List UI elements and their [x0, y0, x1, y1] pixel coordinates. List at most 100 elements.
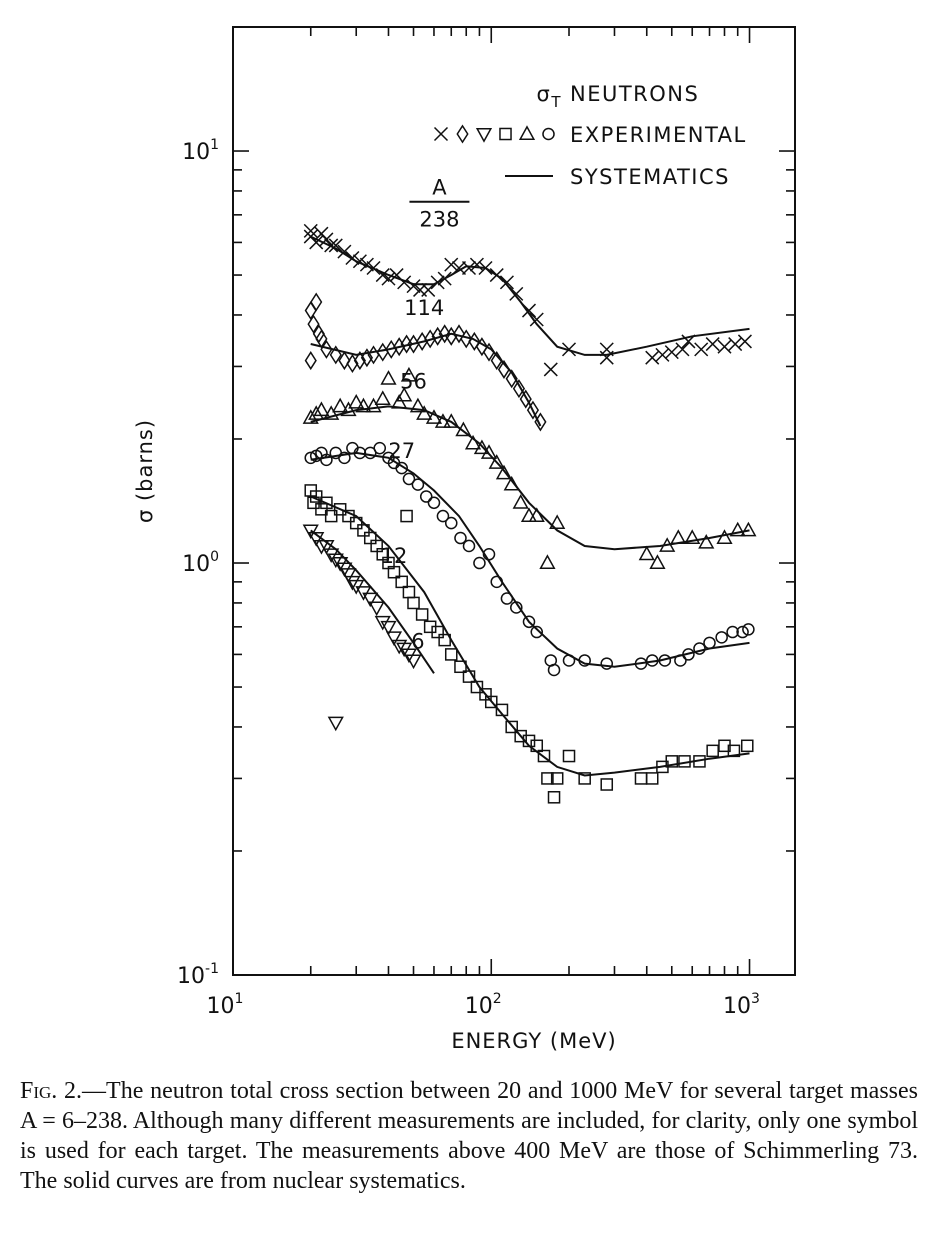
point-56	[302, 409, 319, 424]
point-6	[405, 654, 422, 670]
point-27	[427, 496, 441, 510]
x-tick-label: 102	[465, 991, 502, 1019]
point-27	[419, 490, 433, 503]
point-12	[387, 565, 401, 579]
point-114	[512, 379, 526, 399]
point-114	[393, 337, 406, 357]
point-27	[674, 654, 687, 667]
point-238	[303, 223, 318, 238]
legend-title-symbol: σT	[537, 82, 562, 111]
point-238	[543, 362, 558, 377]
point-238	[430, 275, 445, 290]
point-6	[362, 592, 379, 608]
point-238	[324, 238, 339, 253]
point-56	[425, 409, 443, 424]
point-27	[736, 625, 749, 639]
point-27	[500, 592, 514, 605]
point-238	[681, 334, 696, 349]
point-12	[363, 531, 377, 545]
x-tick-label: 103	[723, 991, 760, 1019]
point-56	[684, 529, 701, 544]
point-6	[318, 540, 335, 555]
point-12	[470, 680, 484, 694]
caption-text: —The neutron total cross section between…	[20, 1078, 919, 1194]
series-label-27: 27	[388, 439, 415, 463]
legend-experimental: EXPERIMENTAL	[570, 123, 747, 147]
point-238	[521, 303, 537, 318]
point-114	[482, 342, 496, 362]
point-56	[313, 401, 330, 417]
point-238	[328, 238, 343, 253]
point-12	[541, 772, 554, 785]
point-6	[340, 568, 357, 583]
point-56	[455, 421, 472, 437]
point-27	[562, 654, 576, 667]
point-12	[600, 778, 614, 791]
point-56	[308, 405, 325, 420]
series-label-56: 56	[400, 370, 427, 394]
point-238	[561, 342, 577, 357]
point-12	[395, 575, 408, 589]
point-238	[319, 232, 334, 247]
point-27	[482, 548, 496, 561]
point-114	[346, 353, 359, 374]
point-12	[431, 625, 444, 639]
point-27	[645, 654, 659, 667]
point-56	[488, 454, 505, 469]
point-27	[473, 556, 486, 570]
point-114	[424, 329, 437, 349]
point-238	[397, 275, 412, 290]
legend-marker-diamond	[456, 124, 469, 144]
point-6	[374, 615, 391, 631]
point-238	[406, 279, 421, 294]
point-114	[431, 326, 444, 346]
point-238	[675, 342, 690, 357]
point-238	[437, 271, 452, 286]
point-27	[742, 623, 755, 636]
point-114	[320, 339, 333, 359]
point-12	[349, 516, 363, 530]
point-56	[340, 401, 357, 417]
point-12	[324, 509, 338, 523]
point-12	[706, 744, 719, 758]
point-12	[407, 596, 420, 610]
point-6	[385, 631, 403, 647]
point-56	[323, 405, 340, 420]
point-238	[694, 342, 709, 357]
point-27	[411, 478, 425, 491]
point-56	[348, 393, 365, 409]
point-12	[578, 772, 591, 785]
point-238	[655, 347, 670, 362]
point-56	[503, 475, 520, 491]
point-27	[530, 625, 544, 639]
point-56	[443, 413, 460, 428]
y-tick-label: 10-1	[177, 961, 219, 989]
point-12	[727, 744, 741, 758]
point-56	[512, 494, 529, 509]
point-114	[329, 345, 342, 365]
point-12	[537, 749, 551, 763]
x-tick-label: 101	[207, 991, 244, 1019]
point-27	[658, 654, 672, 667]
point-56	[396, 386, 413, 402]
point-56	[464, 434, 482, 450]
point-114	[534, 412, 547, 432]
point-114	[452, 324, 466, 344]
point-114	[526, 400, 540, 420]
point-56	[473, 439, 491, 455]
point-12	[562, 749, 576, 763]
point-56	[409, 397, 427, 413]
point-238	[451, 260, 467, 276]
legend-marker-cross	[433, 126, 449, 142]
point-238	[366, 260, 381, 276]
point-12	[454, 660, 467, 674]
y-axis-label: σ (barns)	[133, 419, 157, 523]
point-114	[376, 342, 389, 362]
caption-figure-label: Fig. 2.	[20, 1078, 83, 1104]
systematics-curve-56	[310, 405, 750, 551]
point-27	[373, 441, 387, 455]
point-238	[359, 257, 374, 272]
point-12	[495, 703, 509, 717]
point-12	[514, 729, 527, 743]
point-27	[462, 539, 476, 553]
